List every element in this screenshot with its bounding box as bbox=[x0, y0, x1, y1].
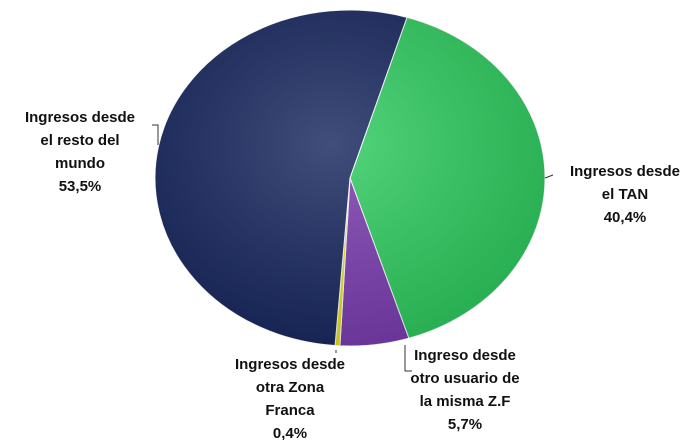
leader-line bbox=[544, 174, 554, 179]
slice-label: Franca bbox=[265, 402, 315, 419]
slice-label: otro usuario de bbox=[410, 370, 519, 387]
slice-label: el TAN bbox=[602, 186, 648, 203]
slice-label: mundo bbox=[55, 155, 105, 172]
value-label: 53,5% bbox=[59, 178, 102, 195]
slice-label: la misma Z.F bbox=[420, 393, 511, 410]
leader-line bbox=[404, 345, 412, 372]
slice-label: otra Zona bbox=[256, 379, 325, 396]
slice-label: Ingresos desde bbox=[570, 163, 680, 180]
value-label: 5,7% bbox=[448, 416, 482, 433]
value-label: 40,4% bbox=[604, 209, 647, 226]
slice-label: Ingresos desde bbox=[25, 109, 135, 126]
slice-label: el resto del bbox=[40, 132, 119, 149]
slice-label: Ingreso desde bbox=[414, 347, 516, 364]
leader-line bbox=[152, 124, 159, 145]
slice-label: Ingresos desde bbox=[235, 356, 345, 373]
value-label: 0,4% bbox=[273, 425, 307, 440]
